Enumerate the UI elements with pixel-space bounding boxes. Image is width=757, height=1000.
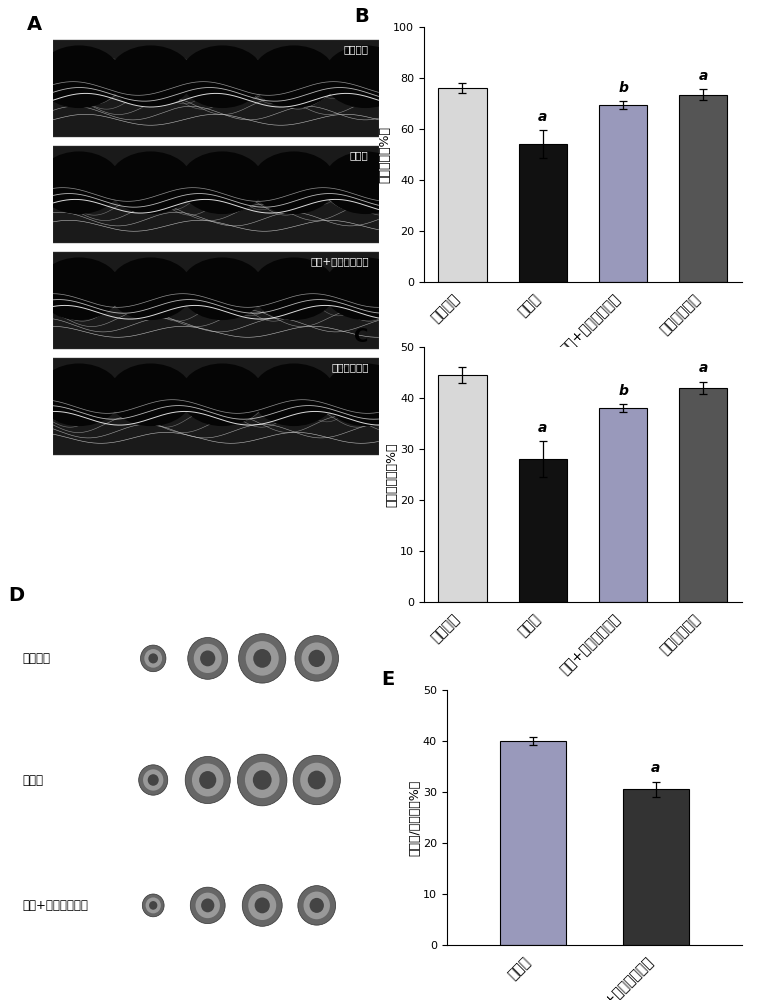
Circle shape — [148, 774, 159, 786]
Circle shape — [143, 769, 164, 791]
Circle shape — [254, 649, 271, 668]
Text: 芦荟大黄素组: 芦荟大黄素组 — [332, 362, 369, 372]
Ellipse shape — [36, 45, 121, 108]
Text: B: B — [354, 7, 369, 26]
Circle shape — [238, 634, 286, 683]
Text: A: A — [27, 15, 42, 34]
Circle shape — [145, 649, 162, 668]
Circle shape — [308, 650, 325, 667]
Ellipse shape — [108, 151, 193, 214]
Circle shape — [245, 762, 279, 798]
Text: a: a — [538, 421, 547, 435]
Circle shape — [188, 638, 228, 679]
Bar — [53, 252, 378, 349]
Bar — [500, 741, 566, 945]
Text: b: b — [618, 384, 628, 398]
Circle shape — [238, 754, 287, 806]
Text: 心棗+芦荟大黄素组: 心棗+芦荟大黄素组 — [310, 256, 369, 266]
Text: a: a — [651, 761, 660, 775]
Ellipse shape — [36, 257, 121, 320]
Circle shape — [145, 897, 160, 913]
Circle shape — [298, 886, 335, 925]
Ellipse shape — [251, 45, 336, 108]
Circle shape — [254, 897, 269, 913]
Circle shape — [248, 891, 276, 920]
Circle shape — [148, 653, 158, 663]
Ellipse shape — [180, 257, 265, 320]
Circle shape — [301, 642, 332, 674]
Circle shape — [201, 898, 214, 912]
Ellipse shape — [323, 151, 408, 214]
Ellipse shape — [36, 363, 121, 426]
Circle shape — [149, 901, 157, 910]
Bar — [519, 459, 567, 602]
Circle shape — [192, 764, 223, 796]
Bar — [519, 144, 567, 282]
Circle shape — [253, 770, 272, 790]
Bar — [53, 146, 378, 243]
Circle shape — [139, 765, 168, 795]
Circle shape — [199, 771, 217, 789]
Ellipse shape — [108, 363, 193, 426]
Ellipse shape — [251, 151, 336, 214]
Ellipse shape — [180, 151, 265, 214]
Ellipse shape — [323, 363, 408, 426]
Circle shape — [304, 892, 330, 919]
Circle shape — [200, 650, 215, 666]
Bar — [438, 88, 487, 282]
Bar — [622, 789, 689, 945]
Y-axis label: 棗死区/左心室（%）: 棗死区/左心室（%） — [408, 779, 422, 856]
Text: 假手术组: 假手术组 — [23, 652, 51, 665]
Bar — [679, 95, 727, 282]
Ellipse shape — [251, 363, 336, 426]
Ellipse shape — [108, 257, 193, 320]
Text: 心棗组: 心棗组 — [23, 774, 43, 786]
Text: a: a — [538, 110, 547, 124]
Ellipse shape — [251, 257, 336, 320]
Circle shape — [295, 636, 338, 681]
Circle shape — [308, 771, 326, 789]
Circle shape — [246, 641, 279, 676]
Bar — [599, 408, 647, 602]
Text: D: D — [8, 586, 24, 605]
Bar — [438, 375, 487, 602]
Ellipse shape — [323, 45, 408, 108]
Circle shape — [185, 756, 230, 804]
Text: 心棗+芦荟大黄素组: 心棗+芦荟大黄素组 — [23, 899, 89, 912]
Circle shape — [242, 884, 282, 926]
Ellipse shape — [108, 45, 193, 108]
Bar — [53, 358, 378, 455]
Text: 假手术组: 假手术组 — [344, 44, 369, 54]
Circle shape — [310, 898, 324, 913]
Ellipse shape — [180, 363, 265, 426]
Circle shape — [190, 887, 225, 924]
Text: C: C — [354, 327, 369, 346]
Text: E: E — [382, 670, 395, 689]
Text: 心棗组: 心棗组 — [350, 150, 369, 160]
Circle shape — [195, 893, 220, 918]
Y-axis label: 射血分数（%）: 射血分数（%） — [378, 126, 392, 183]
Circle shape — [142, 894, 164, 917]
Bar — [679, 388, 727, 602]
Circle shape — [293, 755, 341, 805]
Circle shape — [194, 644, 222, 673]
Circle shape — [141, 645, 166, 672]
Ellipse shape — [36, 151, 121, 214]
Text: a: a — [699, 69, 708, 83]
Text: b: b — [618, 81, 628, 95]
Bar — [53, 40, 378, 137]
Circle shape — [301, 763, 333, 797]
Ellipse shape — [323, 257, 408, 320]
Bar — [599, 105, 647, 282]
Text: a: a — [699, 361, 708, 375]
Y-axis label: 短轴缩短率（%）: 短轴缩短率（%） — [385, 442, 399, 507]
Ellipse shape — [180, 45, 265, 108]
